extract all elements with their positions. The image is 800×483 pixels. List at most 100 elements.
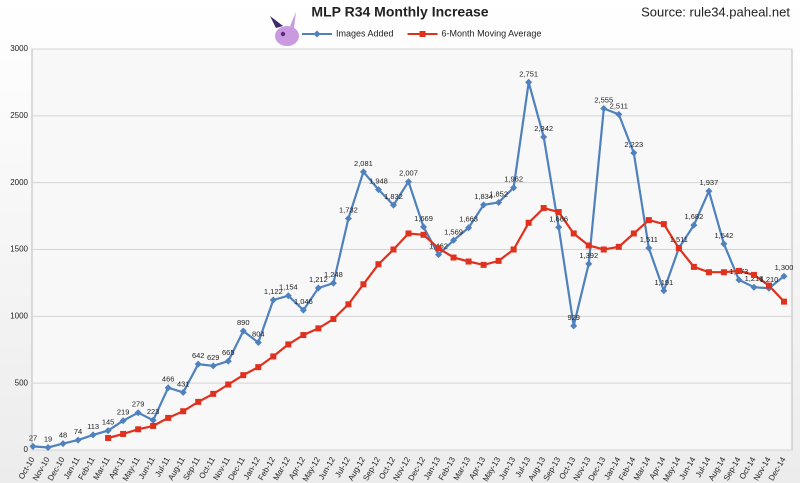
data-point [120,430,127,437]
data-point [225,381,232,388]
data-label: 2,342 [534,124,553,133]
data-point [150,422,157,429]
data-point [525,78,533,86]
data-label: 804 [252,330,265,339]
data-label: 1,191 [654,278,673,287]
data-point [570,322,578,330]
data-point [660,221,667,228]
legend-label: 6-Month Moving Average [442,28,542,38]
data-label: 223 [147,407,160,416]
data-point [675,245,682,252]
data-point [360,281,367,288]
data-point [555,209,562,216]
data-point [690,263,697,270]
data-point [645,244,653,252]
data-point [165,414,172,421]
data-point [735,276,743,284]
data-point [59,440,67,448]
data-label: 1,210 [760,275,779,284]
data-point [720,269,727,276]
data-point [179,388,187,396]
data-point [465,258,472,265]
data-point [690,221,698,229]
data-label: 642 [192,351,205,360]
data-point [164,384,172,392]
data-point [450,236,458,244]
data-label: 431 [177,379,190,388]
data-point [495,257,502,264]
data-point [359,168,367,176]
data-point [465,224,473,232]
y-tick-label: 2500 [10,111,28,120]
data-point [630,149,638,157]
data-label: 219 [117,408,130,417]
data-label: 1,937 [700,178,719,187]
y-tick-label: 0 [24,445,29,454]
data-label: 1,834 [474,192,493,201]
data-label: 929 [567,313,580,322]
data-label: 2,555 [594,95,613,104]
data-point [74,436,82,444]
data-point [300,332,307,339]
data-point [480,201,488,209]
data-point [255,364,262,371]
data-point [585,242,592,249]
data-label: 1,682 [684,212,703,221]
data-point [135,426,142,433]
data-point [555,223,563,231]
data-point [630,230,637,237]
data-point [480,261,487,268]
data-point [615,110,623,118]
data-label: 1,511 [640,235,658,244]
data-label: 1,212 [309,275,328,284]
y-tick-label: 500 [15,378,29,387]
data-label: 2,751 [519,69,538,78]
data-point [329,279,337,287]
data-point [645,217,652,224]
data-label: 1,248 [324,270,343,279]
data-point [314,284,322,292]
data-label: 113 [87,422,99,431]
data-point [269,296,277,304]
data-point [495,198,503,206]
data-point [405,178,412,186]
legend-label: Images Added [336,28,394,38]
data-point [420,231,427,238]
data-label: 2,007 [399,169,418,178]
data-label: 2,511 [610,101,628,110]
data-label: 890 [237,318,250,327]
legend-marker [313,30,321,38]
data-point [180,408,187,415]
pony-icon [270,12,299,46]
data-point [615,243,622,250]
data-point [104,427,112,435]
data-label: 2,081 [354,159,373,168]
data-label: 74 [74,427,82,436]
y-tick-label: 1500 [10,245,28,254]
data-point [209,362,217,370]
data-point [149,416,157,424]
data-point [374,186,382,194]
data-point [510,184,518,192]
data-point [525,219,532,226]
data-point [735,267,742,274]
data-label: 1,542 [715,231,734,240]
data-point [210,390,217,397]
y-tick-label: 2000 [10,178,28,187]
data-point [390,246,397,253]
data-label: 1,046 [294,297,313,306]
data-point [254,339,262,347]
data-point [420,223,428,231]
y-tick-label: 1000 [10,311,28,320]
data-point [195,398,202,405]
data-point [405,230,412,237]
data-label: 1,392 [579,251,598,260]
data-point [315,325,322,332]
data-label: 2,223 [624,140,643,149]
chart-title: MLP R34 Monthly Increase [311,4,488,20]
data-label: 1,669 [414,214,433,223]
data-label: 1,666 [549,214,568,223]
data-label: 665 [222,348,235,357]
data-point [765,282,772,289]
data-point [780,272,788,280]
